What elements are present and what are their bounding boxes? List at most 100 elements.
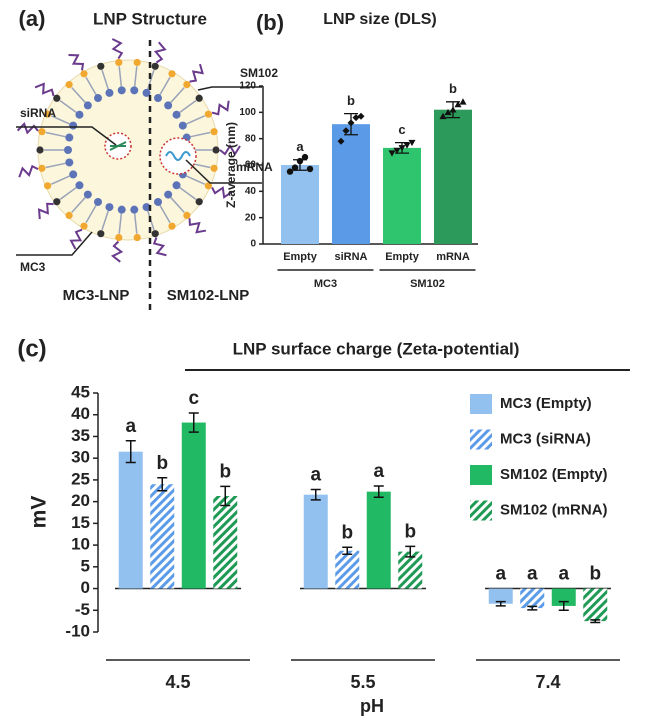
lipid-head (115, 58, 123, 67)
label-sm102: SM102 (240, 66, 278, 80)
pointer (185, 159, 262, 184)
lipid-tail (45, 131, 66, 138)
lipid-tail (170, 87, 185, 103)
lipid-head (164, 101, 173, 110)
lipid-head (38, 164, 46, 172)
pointer (16, 231, 93, 256)
lipid-head (65, 158, 74, 167)
significance-letter: c (398, 122, 405, 137)
lipid-head (65, 133, 74, 142)
y-tick-label: 20 (245, 212, 257, 223)
lipid-head (83, 190, 92, 199)
y-tick-label: -10 (65, 621, 90, 640)
pointer (197, 86, 262, 91)
legend-label: SM102 (mRNA) (500, 501, 608, 518)
bar (150, 484, 175, 589)
significance-letter: c (188, 388, 199, 409)
peg-chain (219, 144, 241, 156)
x-tick-label: 7.4 (535, 672, 560, 692)
significance-letter: a (495, 564, 506, 585)
significance-letter: b (219, 461, 231, 482)
y-tick-label: 15 (71, 513, 90, 532)
legend-swatch (470, 465, 492, 485)
lnp-diagram (16, 38, 241, 263)
lipid-head (69, 121, 78, 130)
lipid-head (133, 58, 141, 67)
lipid-head (38, 128, 46, 136)
data-point (393, 147, 401, 155)
lipid-tail (133, 66, 138, 87)
legend-swatch (470, 500, 492, 521)
bar (181, 422, 206, 589)
y-axis-label: mV (28, 496, 51, 529)
lipid-head (183, 81, 191, 89)
peg-chain (152, 237, 167, 257)
lipid-tail (59, 187, 77, 200)
chart-title: LNP size (DLS) (323, 11, 437, 28)
lipid-tail (71, 197, 86, 213)
significance-letter: a (125, 416, 136, 437)
lipid-head (195, 198, 203, 206)
peg-chain (18, 164, 39, 178)
lipid-head (204, 110, 212, 118)
peg-chain (188, 218, 207, 234)
peg-chain (68, 54, 85, 71)
lipid-head (183, 211, 191, 219)
lipid-tail (190, 131, 211, 138)
y-tick-label: 40 (245, 186, 257, 197)
bar (213, 495, 238, 589)
bar (434, 109, 472, 244)
lipid-head (154, 197, 162, 206)
lipid-head (142, 88, 151, 97)
y-tick-label: 100 (239, 107, 256, 118)
significance-letter: b (589, 564, 601, 585)
lipid-head (210, 164, 218, 172)
lipid-head (65, 211, 73, 219)
lipid-head (94, 94, 102, 103)
legend-label: SM102 (Empty) (500, 466, 608, 483)
significance-letter: b (404, 521, 416, 542)
lipid-head (133, 233, 141, 242)
bar (303, 494, 328, 589)
significance-letter: b (449, 81, 457, 96)
legend-label: MC3 (Empty) (500, 395, 592, 412)
error-bar (344, 113, 358, 136)
x-tick-label: 5.5 (350, 672, 375, 692)
data-point (454, 100, 462, 108)
bar (583, 588, 608, 622)
sirna (109, 141, 127, 151)
peg-chain (16, 121, 39, 135)
y-tick-label: -5 (75, 600, 90, 619)
bar (551, 588, 576, 606)
lipid-head (105, 88, 114, 97)
lipid-head (94, 197, 102, 206)
lipid-head (97, 230, 105, 238)
bar (332, 124, 370, 244)
y-tick-label: 5 (81, 556, 90, 575)
error-bar (342, 546, 353, 555)
data-point (291, 164, 299, 171)
lipid-head (80, 222, 88, 230)
lipid-tail (179, 100, 197, 113)
bar (383, 147, 421, 244)
error-bar (405, 545, 416, 558)
significance-letter: a (558, 564, 569, 585)
lipid-head (64, 146, 72, 154)
lipid-head (212, 146, 220, 154)
lipid-head (83, 101, 92, 110)
lipid-head (53, 198, 61, 206)
lipid-head (80, 70, 88, 78)
lipid-tail (118, 213, 123, 234)
y-tick-label: 25 (71, 469, 90, 488)
error-bar (527, 605, 538, 611)
data-point (408, 139, 416, 147)
group-label: SM102 (410, 278, 445, 290)
error-bar (188, 412, 199, 433)
significance-letter: b (347, 93, 355, 108)
lipid-tail (85, 205, 97, 224)
legend-swatch (470, 429, 492, 450)
data-point (357, 112, 365, 120)
data-point (342, 127, 350, 135)
lipid-head (130, 86, 139, 95)
